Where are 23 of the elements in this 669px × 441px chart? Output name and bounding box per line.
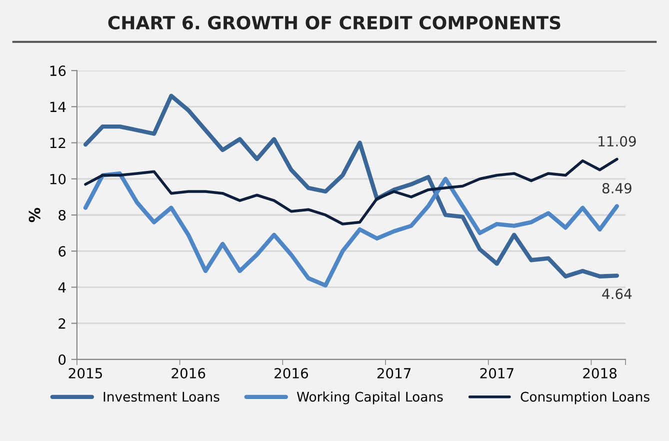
data-label: 11.09 xyxy=(598,136,636,147)
y-tick-label: 6 xyxy=(58,246,66,257)
y-tick-label: 14 xyxy=(50,102,66,112)
y-tick-label: 4 xyxy=(58,282,66,292)
y-tick-label: 0 xyxy=(58,354,66,365)
x-tick-label: 2017 xyxy=(480,368,514,378)
data-label: 4.64 xyxy=(602,288,632,300)
x-tick-label: 2018 xyxy=(583,368,617,378)
y-axis-title: % xyxy=(28,208,40,222)
y-tick-label: 16 xyxy=(50,66,66,76)
data-label: 8.49 xyxy=(602,183,632,194)
x-tick-label: 2015 xyxy=(68,368,102,378)
x-tick-label: 2016 xyxy=(172,368,206,378)
y-tick-label: 10 xyxy=(50,174,66,184)
legend-label: Investment Loans xyxy=(104,392,220,402)
x-tick-label: 2017 xyxy=(377,368,411,378)
legend-label: Working Capital Loans xyxy=(296,392,443,404)
y-tick-label: 2 xyxy=(58,318,66,329)
legend-label: Consumption Loans xyxy=(520,392,650,404)
y-tick-label: 12 xyxy=(50,138,66,148)
x-tick-label: 2016 xyxy=(274,368,308,378)
y-tick-label: 8 xyxy=(58,210,66,220)
chart-title: CHART 6. GROWTH OF CREDIT COMPONENTS xyxy=(108,16,560,30)
